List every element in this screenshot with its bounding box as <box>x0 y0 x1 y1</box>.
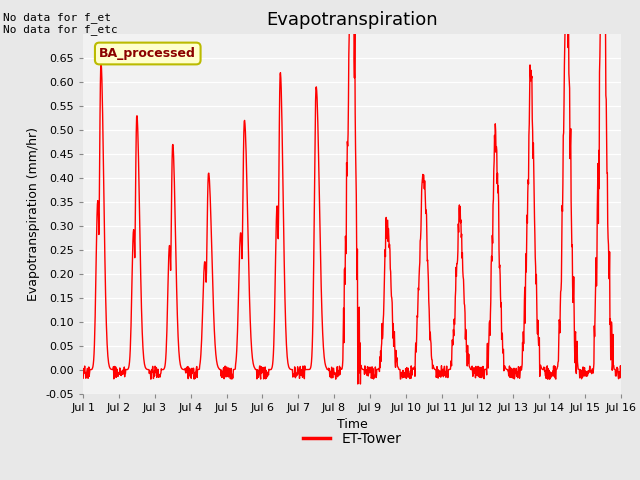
Legend: ET-Tower: ET-Tower <box>297 426 407 452</box>
Text: BA_processed: BA_processed <box>99 47 196 60</box>
Title: Evapotranspiration: Evapotranspiration <box>266 11 438 29</box>
X-axis label: Time: Time <box>337 418 367 431</box>
Y-axis label: Evapotranspiration (mm/hr): Evapotranspiration (mm/hr) <box>27 127 40 300</box>
Text: No data for f_et
No data for f_etc: No data for f_et No data for f_etc <box>3 12 118 36</box>
